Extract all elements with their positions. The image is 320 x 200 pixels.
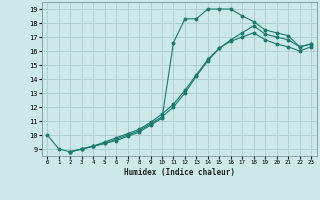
X-axis label: Humidex (Indice chaleur): Humidex (Indice chaleur): [124, 168, 235, 177]
